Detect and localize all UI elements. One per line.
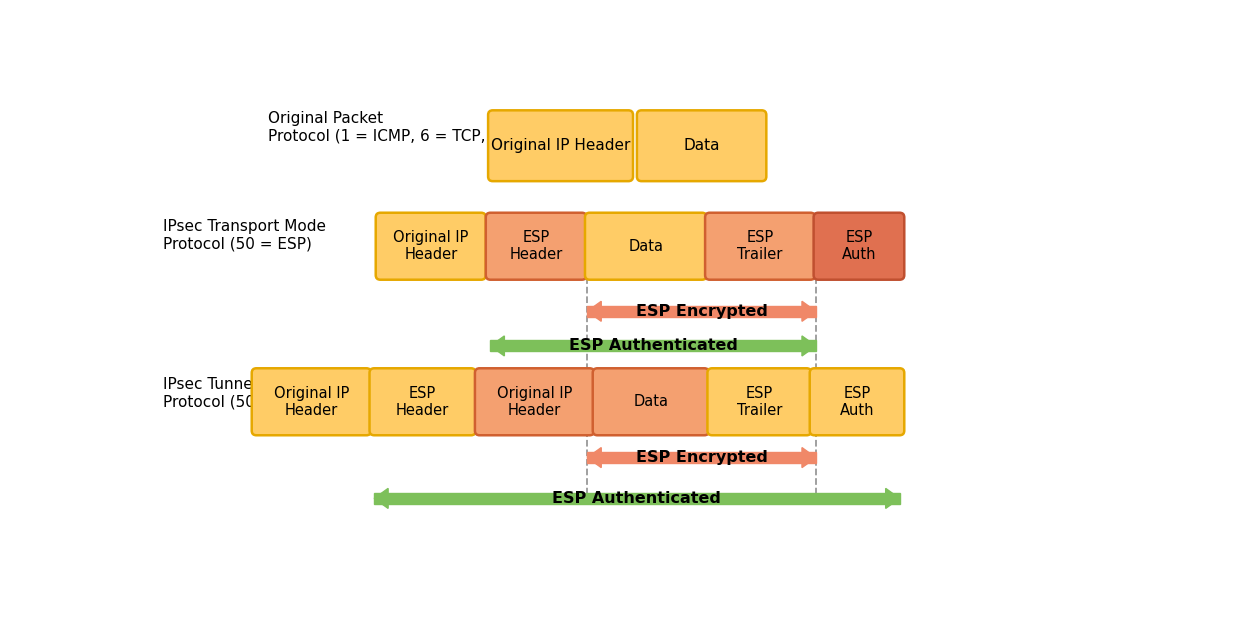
FancyBboxPatch shape (474, 368, 594, 435)
FancyBboxPatch shape (593, 368, 708, 435)
Text: ESP
Auth: ESP Auth (842, 230, 876, 262)
Text: Protocol (1 = ICMP, 6 = TCP, 17 = UDP): Protocol (1 = ICMP, 6 = TCP, 17 = UDP) (268, 129, 570, 144)
FancyBboxPatch shape (251, 368, 371, 435)
Bar (375, 493, 900, 504)
FancyArrow shape (885, 489, 900, 508)
FancyBboxPatch shape (376, 213, 486, 280)
Text: ESP
Header: ESP Header (396, 385, 449, 418)
Text: ESP Encrypted: ESP Encrypted (636, 450, 768, 465)
FancyBboxPatch shape (370, 368, 476, 435)
FancyArrow shape (588, 301, 601, 321)
FancyBboxPatch shape (486, 213, 586, 280)
FancyArrow shape (491, 336, 504, 356)
Text: Original IP
Header: Original IP Header (274, 385, 349, 418)
Text: Original IP Header: Original IP Header (491, 138, 630, 154)
FancyBboxPatch shape (813, 213, 904, 280)
Text: Data: Data (684, 138, 720, 154)
Bar (491, 340, 815, 352)
Bar (588, 452, 815, 463)
FancyArrow shape (802, 448, 815, 468)
FancyArrow shape (375, 489, 388, 508)
Text: Original Packet: Original Packet (268, 111, 383, 126)
Text: ESP Authenticated: ESP Authenticated (553, 491, 721, 506)
FancyBboxPatch shape (707, 368, 812, 435)
Text: ESP
Header: ESP Header (509, 230, 563, 262)
Text: ESP Authenticated: ESP Authenticated (569, 338, 737, 354)
FancyArrow shape (588, 448, 601, 468)
Text: ESP
Trailer: ESP Trailer (737, 385, 782, 418)
FancyArrow shape (802, 336, 815, 356)
Text: ESP Encrypted: ESP Encrypted (636, 304, 768, 318)
FancyBboxPatch shape (585, 213, 707, 280)
Text: Protocol (50 = ESP): Protocol (50 = ESP) (163, 395, 312, 410)
FancyBboxPatch shape (705, 213, 815, 280)
FancyBboxPatch shape (488, 110, 632, 181)
Text: IPsec Transport Mode: IPsec Transport Mode (163, 219, 326, 234)
Text: Data: Data (629, 239, 664, 254)
Text: Data: Data (634, 394, 669, 409)
Bar (588, 306, 815, 317)
Text: Protocol (50 = ESP): Protocol (50 = ESP) (163, 237, 312, 252)
Text: Original IP
Header: Original IP Header (393, 230, 468, 262)
Text: IPsec Tunnel Mode: IPsec Tunnel Mode (163, 377, 304, 392)
FancyBboxPatch shape (637, 110, 767, 181)
FancyBboxPatch shape (809, 368, 904, 435)
Text: ESP
Trailer: ESP Trailer (737, 230, 783, 262)
FancyArrow shape (802, 301, 815, 321)
Text: ESP
Auth: ESP Auth (839, 385, 874, 418)
Text: Original IP
Header: Original IP Header (497, 385, 573, 418)
